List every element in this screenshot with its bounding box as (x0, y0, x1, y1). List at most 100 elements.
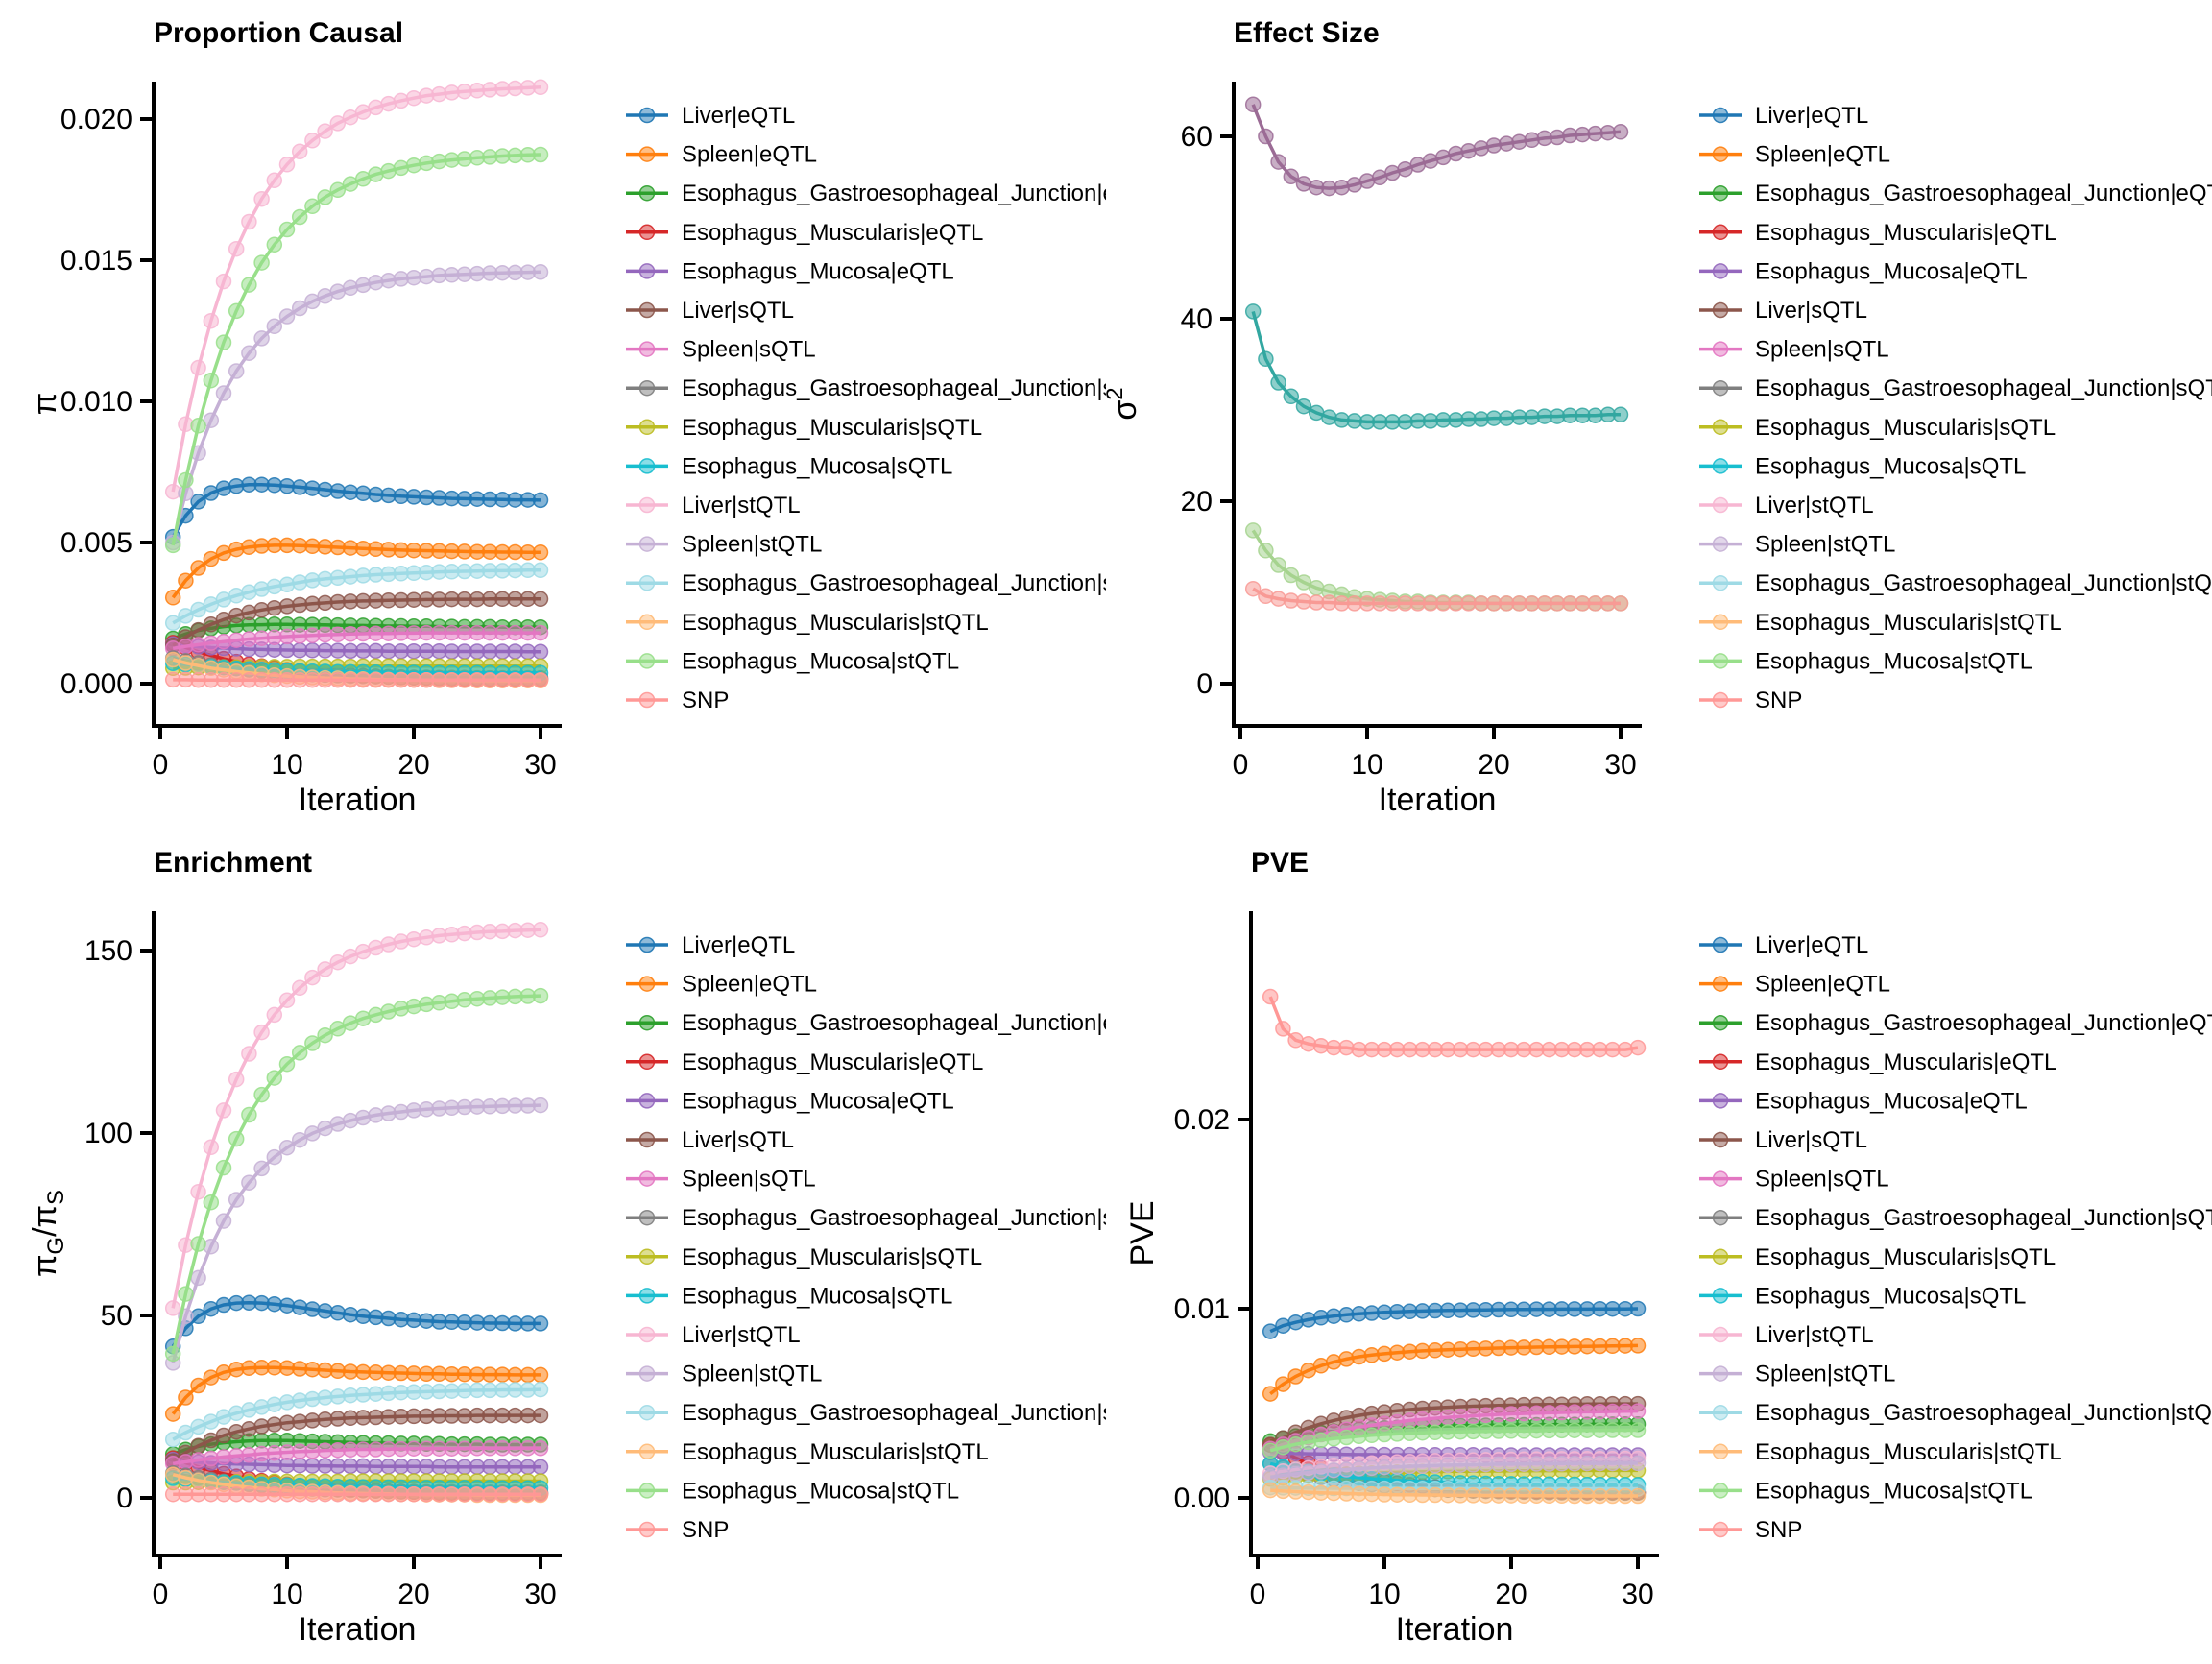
legend-key-point (1714, 537, 1728, 551)
legend-item: Esophagus_Gastroesophageal_Junction|eQTL (1699, 1010, 2212, 1036)
legend-key-point (640, 654, 655, 668)
legend-item: Esophagus_Mucosa|eQTL (626, 1088, 954, 1114)
series-point (1339, 1352, 1354, 1366)
legend-key-point (640, 1054, 655, 1069)
plot-title: Proportion Causal (154, 17, 403, 49)
series-line (1253, 105, 1621, 188)
legend-item: Esophagus_Muscularis|sQTL (1699, 1244, 2056, 1270)
legend-item: Esophagus_Mucosa|sQTL (626, 1283, 952, 1309)
series-point (534, 563, 548, 577)
legend-item-label: Esophagus_Muscularis|stQTL (682, 610, 989, 636)
legend-item: Esophagus_Muscularis|eQTL (626, 1049, 983, 1075)
plot-title: PVE (1251, 847, 1309, 879)
legend-item: Spleen|eQTL (626, 972, 817, 998)
y-tick-label: 0.010 (60, 386, 132, 418)
series-point (242, 605, 256, 619)
series-point (407, 158, 421, 173)
legend-item-label: Spleen|stQTL (682, 1362, 822, 1387)
series-point (242, 1422, 256, 1436)
legend-item-label: Esophagus_Gastroesophageal_Junction|eQTL (1755, 181, 2212, 206)
series-point (191, 561, 205, 575)
legend-item-label: Esophagus_Gastroesophageal_Junction|stQT… (1755, 1400, 2212, 1426)
series-point (318, 190, 332, 205)
legend-item: Esophagus_Muscularis|sQTL (626, 415, 982, 441)
legend-item-label: Esophagus_Muscularis|stQTL (1755, 1439, 2062, 1465)
series-point (407, 91, 421, 106)
series-point (280, 577, 295, 591)
series-point (191, 1237, 205, 1251)
legend-item: Esophagus_Mucosa|eQTL (626, 258, 954, 284)
series-point (191, 1270, 205, 1285)
legend-item-label: Esophagus_Muscularis|sQTL (1755, 415, 2056, 441)
legend-item: Esophagus_Gastroesophageal_Junction|sQTL (626, 1205, 1106, 1231)
series-point (280, 157, 295, 172)
legend-key-point (1714, 381, 1728, 396)
series-point (1284, 169, 1298, 183)
legend-item-label: Esophagus_Gastroesophageal_Junction|stQT… (682, 1400, 1106, 1426)
legend-key-point (1714, 938, 1728, 953)
x-tick-label: 30 (1604, 749, 1636, 781)
series-point (166, 1407, 180, 1421)
series-point (293, 210, 307, 225)
series-point (1631, 1456, 1646, 1470)
series-point (394, 160, 408, 175)
legend-item-label: Esophagus_Gastroesophageal_Junction|sQTL (1755, 1205, 2212, 1231)
legend-key-point (640, 1133, 655, 1147)
legend-item-label: Liver|stQTL (1755, 1322, 1874, 1348)
series-point (356, 1111, 371, 1125)
legend-item-label: Esophagus_Muscularis|sQTL (682, 415, 982, 441)
series-point (1631, 1423, 1646, 1437)
series-point (356, 277, 371, 292)
series-point (267, 319, 281, 333)
series-point (1614, 596, 1628, 611)
plot-title: Effect Size (1234, 17, 1380, 49)
series-point (254, 192, 269, 206)
legend-item-label: Esophagus_Muscularis|eQTL (682, 220, 983, 246)
legend-item: Esophagus_Muscularis|eQTL (1699, 220, 2056, 246)
legend-item-label: Esophagus_Gastroesophageal_Junction|sQTL (682, 375, 1106, 401)
y-tick-label: 0.000 (60, 668, 132, 700)
legend-item: Esophagus_Gastroesophageal_Junction|eQTL (1699, 181, 2212, 206)
legend-item-label: Spleen|eQTL (1755, 972, 1890, 998)
y-tick-label: 20 (1181, 486, 1213, 518)
series-point (191, 494, 205, 509)
legend-item: Esophagus_Mucosa|stQTL (1699, 1478, 2032, 1504)
legend-item: Spleen|eQTL (626, 142, 817, 168)
series-point (179, 1471, 193, 1485)
series-point (191, 1185, 205, 1199)
legend-item-label: Spleen|stQTL (1755, 532, 1895, 558)
series-point (242, 1175, 256, 1190)
legend-item-label: Spleen|sQTL (1755, 1167, 1889, 1193)
legend-item: Liver|stQTL (1699, 493, 1874, 518)
legend-key-point (1714, 420, 1728, 434)
series-point (242, 1047, 256, 1061)
series-point (179, 473, 193, 488)
series-point (305, 199, 320, 213)
legend-item-label: Esophagus_Mucosa|sQTL (682, 1283, 952, 1309)
x-tick-label: 30 (524, 749, 556, 781)
legend-key-point (640, 342, 655, 356)
legend-item-label: Esophagus_Mucosa|sQTL (1755, 1283, 2026, 1309)
legend-key-point (640, 1016, 655, 1030)
series-point (1263, 1387, 1278, 1401)
legend-key-point (1714, 342, 1728, 356)
legend-item: Esophagus_Muscularis|stQTL (626, 610, 989, 636)
series-point (242, 277, 256, 292)
series-point (217, 335, 231, 350)
series-point (204, 1140, 218, 1154)
series-point (254, 1161, 269, 1175)
legend-item-label: Esophagus_Mucosa|stQTL (682, 648, 959, 674)
series-point (229, 1193, 244, 1207)
series-point (217, 1214, 231, 1228)
legend-item-label: Liver|stQTL (1755, 493, 1874, 518)
series-point (166, 1301, 180, 1315)
legend-item: Liver|sQTL (1699, 1127, 1867, 1153)
series-point (229, 364, 244, 378)
legend-key-point (640, 1289, 655, 1303)
series-point (166, 1346, 180, 1361)
legend-item-label: Esophagus_Gastroesophageal_Junction|eQTL (682, 1010, 1106, 1036)
series-point (1259, 543, 1273, 558)
series-point (534, 545, 548, 560)
series-point (254, 1400, 269, 1414)
